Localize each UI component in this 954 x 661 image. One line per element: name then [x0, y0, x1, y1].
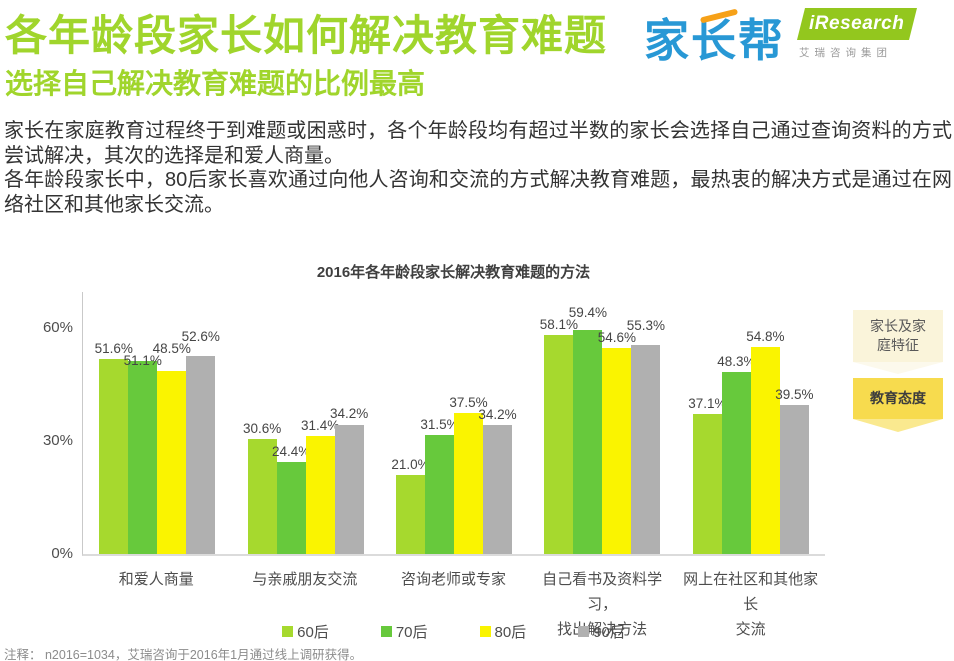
bar-value-label: 54.6%	[597, 330, 637, 346]
bar-70后: 48.3%	[717, 355, 755, 554]
bar-value-label: 51.6%	[94, 341, 133, 357]
bar-90后: 55.3%	[627, 319, 665, 554]
bar-60后: 37.1%	[688, 397, 726, 554]
bar-group: 21.0% 31.5% 37.5% 34.2%	[380, 292, 528, 554]
intro-paragraph-2: 各年龄段家长中，80后家长喜欢通过向他人咨询和交流的方式解决教育难题，最热衷的解…	[4, 169, 952, 216]
bar-80后: 54.8%	[746, 330, 784, 554]
tab-parent-family-traits-label: 家长及家庭特征	[870, 318, 926, 353]
legend-item-90后: 90后	[578, 621, 625, 642]
intro-text: 家长在家庭教育过程终于到难题或困惑时，各个年龄段均有超过半数的家长会选择自己通过…	[4, 119, 952, 217]
bar-value-label: 34.2%	[329, 405, 369, 421]
bar-group: 30.6% 24.4% 31.4% 34.2%	[231, 292, 379, 554]
chart-legend: 60后 70后 80后 90后	[82, 621, 825, 642]
legend-item-70后: 70后	[380, 621, 428, 642]
bar-80后: 37.5%	[449, 395, 488, 554]
bar-90后: 52.6%	[182, 330, 220, 554]
bar-80后: 54.6%	[598, 331, 636, 554]
side-tabs: 家长及家庭特征 教育态度	[853, 310, 943, 432]
bar-value-label: 58.1%	[539, 316, 579, 332]
iresearch-logo-subtext: 艾瑞咨询集团	[799, 47, 892, 59]
bar-70后: 59.4%	[569, 306, 607, 554]
legend-swatch	[282, 626, 294, 637]
bar-60后: 30.6%	[243, 421, 281, 554]
bar-value-label: 51.1%	[123, 353, 162, 369]
bar-value-label: 21.0%	[391, 456, 430, 472]
jiazhangbang-logo-text: 家长帮	[644, 15, 786, 66]
bar-value-label: 24.4%	[271, 443, 311, 459]
iresearch-logo: iResearch 艾瑞咨询集团	[793, 8, 923, 60]
tab-education-attitude[interactable]: 教育态度	[853, 378, 943, 432]
page-title: 各年龄段家长如何解决教育难题	[5, 12, 608, 59]
tab-education-attitude-label: 教育态度	[870, 390, 926, 406]
jiazhangbang-logo: 家长帮	[644, 4, 785, 69]
footnote: 注释： n2016=1034，艾瑞咨询于2016年1月通过线上调研获得。	[4, 648, 363, 661]
bar-value-label: 34.2%	[478, 407, 517, 423]
tab-parent-family-traits[interactable]: 家长及家庭特征	[853, 310, 943, 374]
bar-60后: 51.6%	[95, 342, 133, 554]
legend-label: 60后	[297, 624, 329, 641]
bar-70后: 31.5%	[420, 418, 459, 554]
legend-label: 90后	[593, 624, 625, 641]
bar-70后: 24.4%	[272, 445, 310, 554]
iresearch-logo-badge: iResearch	[797, 8, 917, 40]
y-axis-tick: 30%	[42, 431, 73, 449]
bar-value-label: 48.3%	[717, 353, 756, 369]
bar-80后: 48.5%	[153, 342, 191, 554]
legend-label: 80后	[494, 624, 527, 641]
y-axis-tick: 0%	[51, 545, 73, 562]
iresearch-logo-text: iResearch	[809, 13, 905, 34]
x-axis-category-label: 和爱人商量	[118, 571, 194, 588]
bar-80后: 31.4%	[301, 418, 339, 554]
bar-value-label: 55.3%	[626, 318, 666, 334]
legend-swatch	[380, 626, 392, 637]
bar-value-label: 30.6%	[242, 420, 282, 436]
bar-90后: 34.2%	[478, 408, 517, 554]
bar-group: 58.1% 59.4% 54.6% 55.3%	[528, 292, 676, 554]
x-axis-category-label: 咨询老师或专家	[400, 571, 506, 588]
bar-value-label: 31.4%	[300, 417, 340, 433]
x-axis-category-label: 自己看书及资料学习， 找出解决方法	[542, 571, 663, 638]
legend-item-60后: 60后	[282, 621, 329, 642]
bar-value-label: 52.6%	[181, 329, 220, 345]
x-axis-category-label: 与亲戚朋友交流	[252, 571, 358, 588]
bar-group: 37.1% 48.3% 54.8% 39.5%	[677, 292, 825, 554]
legend-item-80后: 80后	[479, 621, 527, 642]
legend-swatch	[578, 626, 590, 637]
bar-60后: 58.1%	[540, 318, 578, 554]
legend-label: 70后	[395, 624, 428, 641]
bar-value-label: 37.5%	[449, 394, 488, 410]
page-subtitle: 选择自己解决教育难题的比例最高	[5, 68, 426, 99]
bar-value-label: 39.5%	[775, 387, 814, 403]
bar-groups: 51.6% 51.1% 48.5% 52.6% 30.6% 24.4% 31.4% 34.2%…	[83, 292, 825, 554]
bar-group: 51.6% 51.1% 48.5% 52.6%	[83, 292, 231, 554]
bar-70后: 51.1%	[124, 354, 162, 554]
bar-value-label: 31.5%	[420, 417, 459, 433]
y-axis-tick: 60%	[42, 318, 73, 336]
bar-value-label: 37.1%	[688, 396, 727, 412]
x-axis-labels: 和爱人商量 与亲戚朋友交流 咨询老师或专家 自己看书及资料学习， 找出解决方法 网上在社…	[82, 567, 825, 642]
bar-value-label: 59.4%	[568, 304, 608, 320]
bar-90后: 39.5%	[775, 388, 813, 554]
plot-area: 51.6% 51.1% 48.5% 52.6% 30.6% 24.4% 31.4% 34.2%…	[43, 292, 825, 562]
intro-paragraph-1: 家长在家庭教育过程终于到难题或困惑时，各个年龄段均有超过半数的家长会选择自己通过…	[4, 120, 952, 167]
bar-value-label: 48.5%	[152, 341, 191, 357]
x-axis-category-label: 网上在社区和其他家长 交流	[683, 571, 819, 638]
bar-60后: 21.0%	[391, 458, 430, 554]
bar-value-label: 54.8%	[746, 329, 785, 345]
bar-90后: 34.2%	[330, 406, 368, 554]
chart-title: 2016年各年龄段家长解决教育难题的方法	[316, 264, 591, 281]
legend-swatch	[479, 626, 491, 637]
